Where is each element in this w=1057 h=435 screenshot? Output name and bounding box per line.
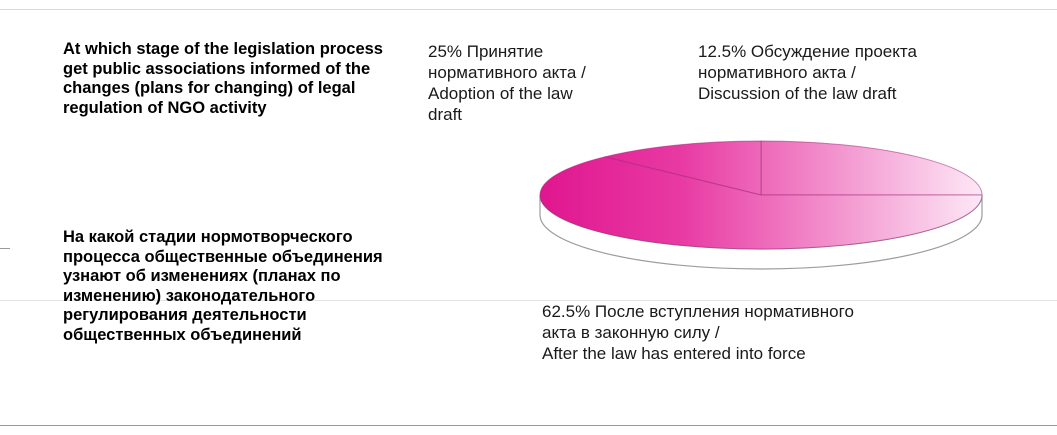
pie-slice-adoption	[760, 140, 983, 196]
pie-slice-after-force	[539, 156, 983, 250]
frame-line-top	[0, 9, 1057, 10]
slice-label-discussion: 12.5% Обсуждение проекта нормативного ак…	[698, 42, 917, 103]
question-english: At which stage of the legislation proces…	[63, 40, 383, 117]
slice-label-after-force: 62.5% После вступления нормативного акта…	[542, 302, 854, 363]
frame-line-low	[0, 300, 1057, 301]
pie-slice-discussion	[604, 140, 762, 196]
frame-line-mid	[0, 248, 10, 249]
question-russian: На какой стадии нормотворческого процесс…	[63, 228, 383, 344]
slice-label-adoption: 25% Принятие нормативного акта / Adoptio…	[428, 42, 586, 124]
frame-line-bottom	[0, 425, 1057, 426]
